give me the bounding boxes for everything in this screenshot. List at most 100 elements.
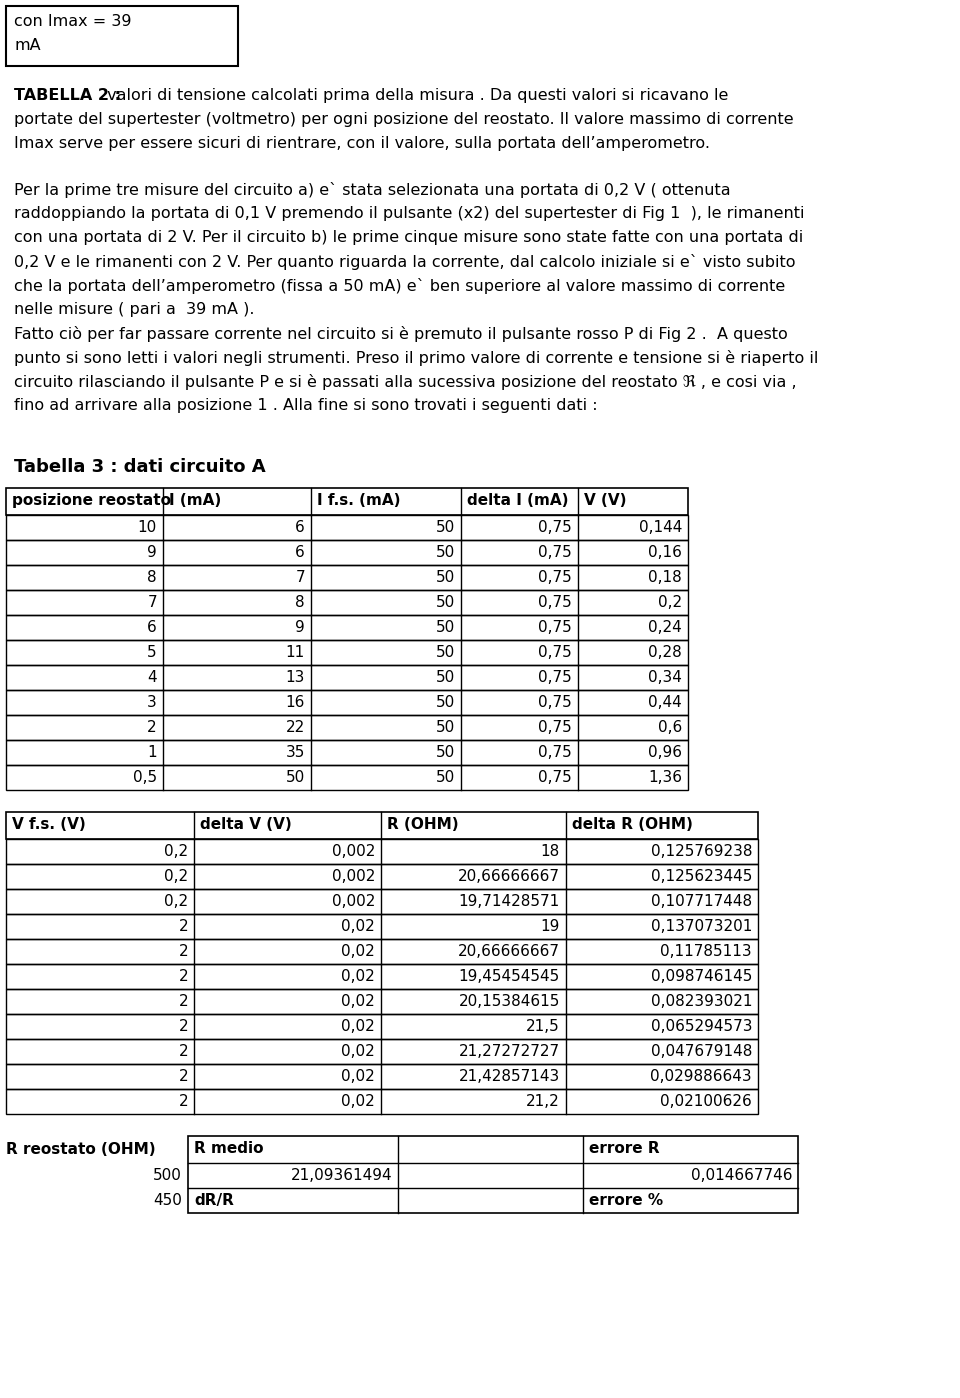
Text: 4: 4 (148, 670, 157, 685)
Text: 0,2: 0,2 (164, 893, 188, 909)
Text: 9: 9 (147, 545, 157, 561)
Text: 2: 2 (179, 1095, 188, 1109)
Text: 0,34: 0,34 (648, 670, 682, 685)
Text: delta V (V): delta V (V) (200, 816, 292, 832)
Text: Per la prime tre misure del circuito a) e` stata selezionata una portata di 0,2 : Per la prime tre misure del circuito a) … (14, 182, 731, 199)
Text: 0,75: 0,75 (539, 520, 572, 535)
Text: 0,02100626: 0,02100626 (660, 1095, 752, 1109)
Bar (6, 914, 758, 939)
Text: valori di tensione calcolati prima della misura . Da questi valori si ricavano l: valori di tensione calcolati prima della… (102, 88, 729, 103)
Text: 0,75: 0,75 (539, 695, 572, 710)
Bar (6, 939, 758, 965)
Text: 2: 2 (179, 994, 188, 1009)
Text: 0,2: 0,2 (164, 844, 188, 858)
Text: 0,2 V e le rimanenti con 2 V. Per quanto riguarda la corrente, dal calcolo inizi: 0,2 V e le rimanenti con 2 V. Per quanto… (14, 254, 796, 270)
Text: 50: 50 (286, 770, 305, 786)
Bar (6, 540, 688, 565)
Text: 19,45454545: 19,45454545 (459, 969, 560, 984)
Text: 0,75: 0,75 (539, 619, 572, 635)
Text: V f.s. (V): V f.s. (V) (12, 816, 85, 832)
Text: 7: 7 (296, 570, 305, 584)
Text: errore %: errore % (589, 1192, 663, 1208)
Text: 21,09361494: 21,09361494 (290, 1167, 392, 1183)
Text: Fatto ciò per far passare corrente nel circuito si è premuto il pulsante rosso P: Fatto ciò per far passare corrente nel c… (14, 326, 788, 343)
Text: 2: 2 (179, 1069, 188, 1083)
Text: 0,18: 0,18 (648, 570, 682, 584)
Text: 0,5: 0,5 (132, 770, 157, 786)
Text: 0,014667746: 0,014667746 (690, 1167, 792, 1183)
Bar (6, 665, 688, 691)
Text: portate del supertester (voltmetro) per ogni posizione del reostato. Il valore m: portate del supertester (voltmetro) per … (14, 112, 794, 127)
Bar (6, 488, 688, 514)
Text: errore R: errore R (589, 1141, 660, 1156)
Text: 450: 450 (154, 1192, 182, 1208)
Text: 6: 6 (296, 545, 305, 561)
Text: dR/R: dR/R (194, 1192, 234, 1208)
Text: 0,2: 0,2 (658, 596, 682, 610)
Text: 19,71428571: 19,71428571 (459, 893, 560, 909)
Text: delta R (OHM): delta R (OHM) (572, 816, 693, 832)
Bar (6, 740, 688, 765)
Text: 2: 2 (179, 944, 188, 959)
Text: 0,44: 0,44 (648, 695, 682, 710)
Text: 8: 8 (296, 596, 305, 610)
Text: 1,36: 1,36 (648, 770, 682, 786)
Bar (6, 514, 688, 540)
Text: 0,6: 0,6 (658, 720, 682, 735)
Text: raddoppiando la portata di 0,1 V premendo il pulsante (x2) del supertester di Fi: raddoppiando la portata di 0,1 V premend… (14, 206, 804, 221)
Bar (6, 1064, 758, 1089)
Text: 0,144: 0,144 (638, 520, 682, 535)
Text: con Imax = 39: con Imax = 39 (14, 14, 132, 29)
Text: 0,047679148: 0,047679148 (651, 1044, 752, 1060)
Text: 0,02: 0,02 (341, 1019, 375, 1035)
Bar (6, 965, 758, 988)
Text: 3: 3 (147, 695, 157, 710)
Text: I (mA): I (mA) (169, 493, 221, 507)
Text: R medio: R medio (194, 1141, 263, 1156)
Text: 16: 16 (286, 695, 305, 710)
Text: 50: 50 (436, 570, 455, 584)
Text: 50: 50 (436, 670, 455, 685)
Text: 11: 11 (286, 644, 305, 660)
Bar (6, 864, 758, 889)
Bar (6, 6, 238, 66)
Text: 50: 50 (436, 619, 455, 635)
Text: 0,75: 0,75 (539, 644, 572, 660)
Bar (6, 812, 758, 839)
Text: 0,75: 0,75 (539, 720, 572, 735)
Text: 6: 6 (296, 520, 305, 535)
Text: 0,098746145: 0,098746145 (651, 969, 752, 984)
Text: posizione reostato: posizione reostato (12, 493, 171, 507)
Text: 1: 1 (148, 745, 157, 761)
Text: 50: 50 (436, 596, 455, 610)
Text: 0,082393021: 0,082393021 (651, 994, 752, 1009)
Text: nelle misure ( pari a  39 mA ).: nelle misure ( pari a 39 mA ). (14, 302, 254, 317)
Text: 50: 50 (436, 520, 455, 535)
Bar (6, 615, 688, 640)
Text: 6: 6 (147, 619, 157, 635)
Text: 0,75: 0,75 (539, 545, 572, 561)
Bar (6, 1089, 758, 1114)
Text: 0,75: 0,75 (539, 770, 572, 786)
Text: 0,11785113: 0,11785113 (660, 944, 752, 959)
Text: R reostato (OHM): R reostato (OHM) (6, 1142, 156, 1158)
Text: 19: 19 (540, 918, 560, 934)
Text: 0,002: 0,002 (331, 844, 375, 858)
Text: 21,27272727: 21,27272727 (459, 1044, 560, 1060)
Text: 0,2: 0,2 (164, 870, 188, 884)
Text: 0,002: 0,002 (331, 893, 375, 909)
Text: 8: 8 (148, 570, 157, 584)
Text: 0,02: 0,02 (341, 969, 375, 984)
Text: 21,42857143: 21,42857143 (459, 1069, 560, 1083)
Text: 20,15384615: 20,15384615 (459, 994, 560, 1009)
Text: 9: 9 (296, 619, 305, 635)
Text: 0,02: 0,02 (341, 994, 375, 1009)
Text: I f.s. (mA): I f.s. (mA) (317, 493, 400, 507)
Text: 50: 50 (436, 695, 455, 710)
Bar (6, 765, 688, 790)
Bar (6, 988, 758, 1014)
Bar (6, 889, 758, 914)
Text: 20,66666667: 20,66666667 (458, 944, 560, 959)
Text: 2: 2 (179, 1019, 188, 1035)
Text: 0,75: 0,75 (539, 745, 572, 761)
